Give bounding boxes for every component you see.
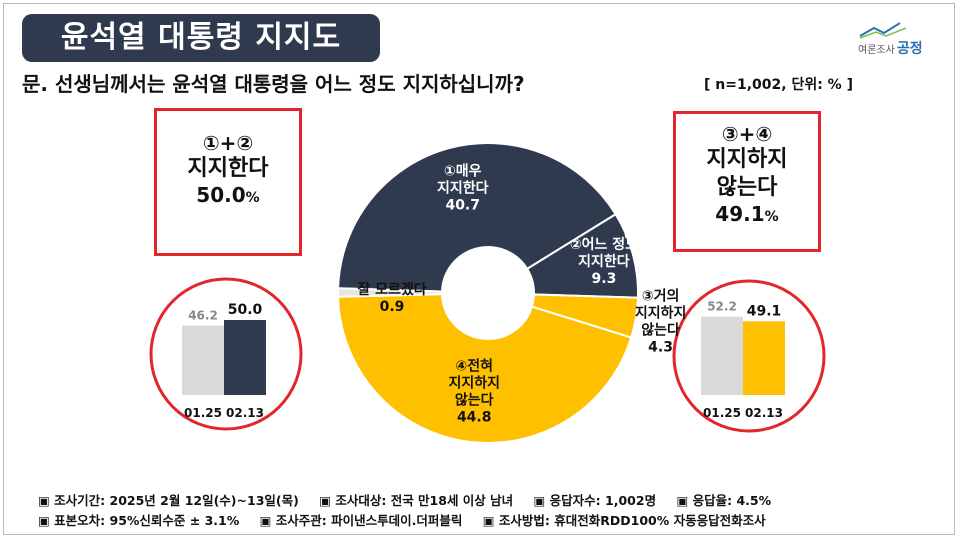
donut-slice-label-1: 지지한다 xyxy=(437,180,489,196)
support-trend-bar-2 xyxy=(224,320,266,395)
footer-margin-error: ▣ 표본오차: 95%신뢰수준 ± 3.1% xyxy=(38,513,240,528)
nonsupport-trend-tick-label-1: 01.25 xyxy=(703,406,741,420)
donut-slice-4 xyxy=(337,293,633,445)
logo-text: 여론조사 공정 xyxy=(858,38,923,58)
donut-slice-label-4: 지지하지 xyxy=(448,375,500,392)
nonsupport-summary-head: ③+④ xyxy=(721,122,773,146)
donut-slice-label-2: ②어느 정도 xyxy=(570,236,638,253)
donut-leader-line xyxy=(619,209,627,239)
nonsupport-summary-label-1: 지지하지 xyxy=(706,147,788,172)
logo-small-text: 여론조사 xyxy=(858,45,895,56)
donut-slice-label-4: ④전혀 xyxy=(455,358,493,375)
donut-slice-label-5: 잘 모르겠다 xyxy=(357,281,426,298)
donut-value-label-3: 4.3 xyxy=(648,340,673,356)
donut-value-label-4: 44.8 xyxy=(457,410,492,426)
slide-frame xyxy=(3,3,955,535)
nonsupport-summary-label-2: 않는다 xyxy=(716,175,778,200)
sample-unit-note: [ n=1,002, 단위: % ] xyxy=(704,77,853,93)
nonsupport-trend-value-label-2: 49.1 xyxy=(747,303,782,319)
donut-slice-label-3: 않는다 xyxy=(641,322,680,339)
support-trend-value-label-2: 50.0 xyxy=(228,302,263,318)
support-summary-box: ①+② 지지한다 50.0% xyxy=(154,108,302,256)
footer-respondents: ▣ 응답자수: 1,002명 xyxy=(533,493,657,508)
donut-slice-label-3: 지지하지 xyxy=(635,305,687,322)
nonsupport-trend-tick-label-2: 02.13 xyxy=(745,406,783,420)
nonsupport-summary-value: 49.1% xyxy=(715,202,779,226)
support-summary-head: ①+② xyxy=(202,131,254,155)
support-trend-bar-1 xyxy=(182,325,224,395)
support-trend-value-label-1: 46.2 xyxy=(188,309,218,323)
donut-value-label-1: 40.7 xyxy=(445,197,480,213)
page-title: 윤석열 대통령 지지도 xyxy=(22,14,380,62)
logo-strong-text: 공정 xyxy=(896,41,923,57)
footer-target: ▣ 조사대상: 전국 만18세 이상 남녀 xyxy=(319,493,514,508)
footer-row-1: ▣ 조사기간: 2025년 2월 12일(수)~13일(목) ▣ 조사대상: 전… xyxy=(38,490,787,509)
support-trend-tick-label-2: 02.13 xyxy=(226,406,264,420)
donut-slice-label-1: ①매우 xyxy=(444,163,482,179)
footer-row-2: ▣ 표본오차: 95%신뢰수준 ± 3.1% ▣ 조사주관: 파이낸스투데이.더… xyxy=(38,510,782,529)
footer-method: ▣ 조사방법: 휴대전화RDD100% 자동응답전화조사 xyxy=(482,513,766,528)
footer-sponsor: ▣ 조사주관: 파이낸스투데이.더퍼블릭 xyxy=(259,513,463,528)
donut-value-label-5: 0.9 xyxy=(380,299,405,315)
nonsupport-summary-box: ③+④ 지지하지 않는다 49.1% xyxy=(673,111,821,252)
donut-slice-1 xyxy=(337,142,618,293)
support-trend-tick-label-1: 01.25 xyxy=(184,406,222,420)
donut-slice-5 xyxy=(337,287,444,298)
support-summary-label: 지지한다 xyxy=(187,156,269,181)
footer-period: ▣ 조사기간: 2025년 2월 12일(수)~13일(목) xyxy=(38,493,299,508)
logo-chart-icon xyxy=(859,22,907,39)
nonsupport-trend-value-label-1: 52.2 xyxy=(707,300,737,314)
support-summary-value: 50.0% xyxy=(196,183,260,207)
donut-slice-label-3: ③거의 xyxy=(642,288,680,305)
nonsupport-trend-bar-2 xyxy=(743,321,785,395)
donut-value-label-2: 9.3 xyxy=(592,271,617,287)
footer-response-rate: ▣ 응답율: 4.5% xyxy=(676,493,772,508)
donut-slice-label-2: 지지한다 xyxy=(578,254,630,270)
survey-question: 문. 선생님께서는 윤석열 대통령을 어느 정도 지지하십니까? xyxy=(22,72,525,96)
donut-slice-label-4: 않는다 xyxy=(455,392,494,409)
nonsupport-trend-bar-1 xyxy=(701,316,743,395)
brand-logo: 여론조사 공정 xyxy=(856,20,936,58)
